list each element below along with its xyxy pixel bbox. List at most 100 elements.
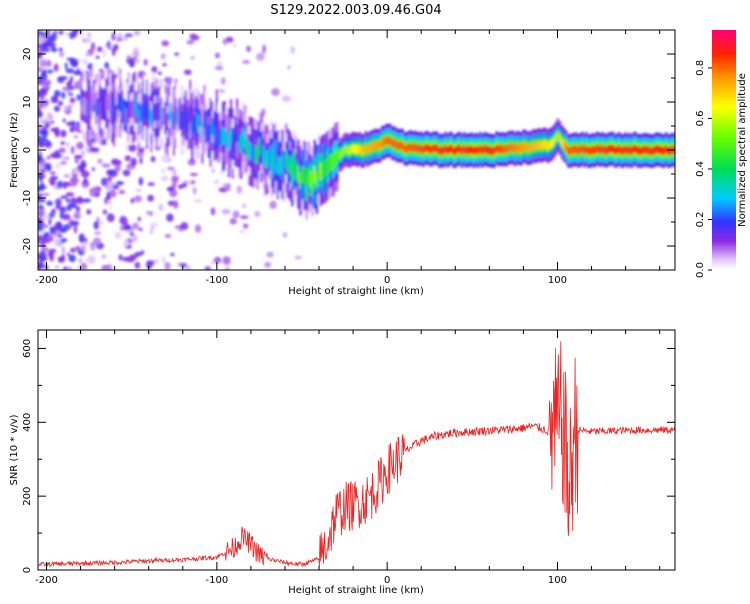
heatmap-cell <box>221 127 224 145</box>
heatmap-cell <box>89 147 95 152</box>
heatmap-cell <box>40 95 46 99</box>
heatmap-cell <box>70 145 75 155</box>
heatmap-cell <box>334 148 337 167</box>
heatmap-cell <box>67 92 74 96</box>
heatmap-cell <box>134 195 142 203</box>
heatmap-cell <box>104 197 108 205</box>
heatmap-cell <box>218 187 228 193</box>
heatmap-cell <box>281 95 291 102</box>
heatmap-cell <box>262 146 265 164</box>
heatmap-cell <box>143 58 148 66</box>
heatmap-cell <box>450 144 453 153</box>
heatmap-cell <box>49 252 54 262</box>
heatmap-cell <box>571 145 574 154</box>
heatmap-cell <box>101 163 111 168</box>
heatmap-cell <box>210 259 215 265</box>
heatmap-cell <box>60 161 67 165</box>
heatmap-cell <box>59 227 68 233</box>
snr-frame <box>37 329 676 571</box>
heatmap-cell <box>190 55 195 60</box>
heatmap-cell <box>540 141 543 151</box>
heatmap-cell <box>59 51 65 58</box>
heatmap-cell <box>440 146 443 155</box>
heatmap-cell <box>149 222 159 227</box>
heatmap-cell <box>287 154 290 173</box>
heatmap-cell <box>204 266 211 270</box>
heatmap-cell <box>66 89 72 94</box>
heatmap-cell <box>530 143 533 152</box>
heatmap-cell <box>313 165 316 183</box>
heatmap-cell <box>242 128 245 146</box>
heatmap-cell <box>215 115 218 133</box>
heatmap-cell <box>663 146 666 156</box>
heatmap-cell <box>171 175 179 184</box>
heatmap-cell <box>162 257 167 265</box>
heatmap-cell <box>49 248 57 254</box>
heatmap-cell <box>55 198 62 206</box>
heatmap-cell <box>379 141 382 150</box>
heatmap-cell <box>254 145 257 163</box>
heatmap-cell <box>207 124 210 142</box>
heatmap-cell <box>607 144 611 154</box>
heatmap-cell <box>405 144 408 154</box>
heatmap-cell <box>80 149 86 158</box>
heatmap-cell <box>417 144 421 154</box>
heatmap-cell <box>332 153 335 171</box>
heatmap-cell <box>495 143 498 153</box>
heatmap-cell <box>111 99 114 117</box>
heatmap-cell <box>565 142 568 152</box>
heatmap-cell <box>499 145 502 154</box>
heatmap-cell <box>217 129 220 147</box>
heatmap-cell <box>88 95 92 114</box>
heatmap-cell <box>466 145 470 155</box>
heatmap-cell <box>403 144 406 153</box>
heatmap-cell <box>203 110 206 129</box>
heatmap-cell <box>483 144 486 154</box>
heatmap-cell <box>303 166 306 185</box>
heatmap-cell <box>82 97 85 115</box>
heatmap-cell <box>352 144 355 153</box>
snr-y-tick-label: 600 <box>22 339 33 358</box>
heatmap-cell <box>42 119 49 124</box>
heatmap-cell <box>115 181 125 186</box>
heatmap-cell <box>192 186 197 195</box>
heatmap-cell <box>46 155 51 161</box>
heatmap-cell <box>39 87 48 96</box>
heatmap-cell <box>297 165 300 183</box>
heatmap-cell <box>65 68 75 74</box>
heatmap-cell <box>282 232 288 238</box>
heatmap-cell <box>532 141 535 151</box>
heatmap-cell <box>54 265 60 269</box>
heatmap-cell <box>271 88 280 97</box>
heatmap-cell <box>238 229 246 234</box>
heatmap-cell <box>64 62 68 70</box>
heatmap-cell <box>91 167 95 172</box>
colorbar-ticks: 0.0 0.2 0.4 0.6 0.8 <box>695 60 712 278</box>
snr-y-tick-label: 200 <box>22 487 33 506</box>
heatmap-cell <box>38 126 42 130</box>
heatmap-cell <box>100 138 107 146</box>
heatmap-cell <box>158 103 161 121</box>
heatmap-cell <box>170 110 173 129</box>
heatmap-cell <box>102 209 108 215</box>
heatmap-cell <box>356 145 359 155</box>
heatmap-cell <box>213 256 222 264</box>
heatmap-cell <box>42 192 50 197</box>
heatmap-cell <box>38 58 48 68</box>
heatmap-cell <box>211 117 214 135</box>
heatmap-cell <box>636 146 639 156</box>
heatmap-cell <box>381 138 384 147</box>
heatmap-cell <box>139 156 143 165</box>
heatmap-cell <box>462 144 466 153</box>
heatmap-cell <box>65 198 70 203</box>
heatmap-cell <box>558 134 562 143</box>
heatmap-cell <box>46 236 54 242</box>
heatmap-cell <box>340 150 343 159</box>
heatmap-cell <box>138 227 143 231</box>
colorbar-label: Normalized spectral amplitude <box>737 73 748 227</box>
heatmap-cell <box>162 107 165 125</box>
heatmap-cell <box>69 176 79 185</box>
heatmap-cell <box>78 258 82 263</box>
heatmap-cell <box>319 162 323 181</box>
